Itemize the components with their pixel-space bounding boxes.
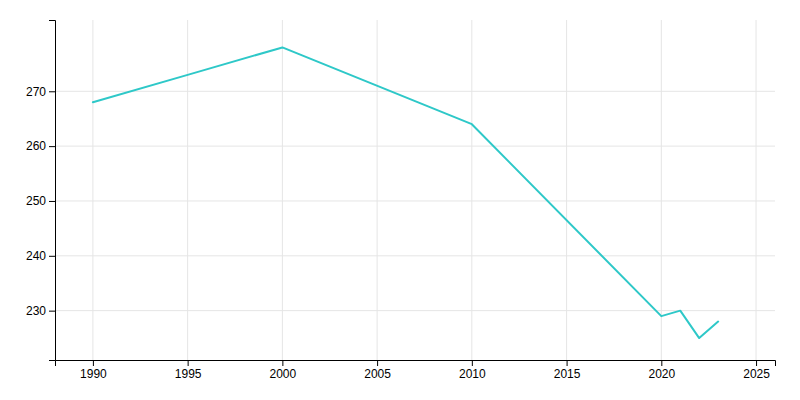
grid-line-x — [756, 20, 757, 360]
tick-label: 270 — [26, 85, 46, 99]
tick-mark — [188, 360, 189, 366]
axis-line — [56, 361, 776, 367]
tick-mark — [661, 360, 662, 366]
plot-area: 1990 1995 2000 2005 2010 2015 2020 2025 230 240 25… — [26, 20, 776, 381]
tick: 270 — [26, 85, 55, 99]
grid-line-y — [55, 310, 775, 311]
grid-line-y — [55, 91, 775, 92]
chart-container: 1990 1995 2000 2005 2010 2015 2020 2025 230 240 25… — [0, 0, 800, 400]
tick-label: 2015 — [554, 367, 581, 381]
tick: 2025 — [743, 360, 770, 381]
data-line — [93, 47, 718, 338]
grid-line-x — [661, 20, 662, 360]
grid-line-x — [377, 20, 378, 360]
tick-mark — [49, 256, 55, 257]
tick: 2005 — [364, 360, 391, 381]
tick: 260 — [26, 139, 55, 153]
tick-label: 2005 — [364, 367, 391, 381]
grid-line-x — [471, 20, 472, 360]
tick-mark — [93, 360, 94, 366]
grid-line-x — [282, 20, 283, 360]
tick-mark — [567, 360, 568, 366]
tick: 1990 — [80, 360, 107, 381]
tick-label: 2020 — [648, 367, 675, 381]
tick: 2000 — [270, 360, 297, 381]
tick-mark — [756, 360, 757, 366]
tick-label: 240 — [26, 249, 46, 263]
chart-svg: 1990 1995 2000 2005 2010 2015 2020 2025 230 240 25… — [0, 0, 800, 400]
axis-line — [49, 21, 56, 361]
tick: 230 — [26, 304, 55, 318]
tick-mark — [49, 201, 55, 202]
grid-line-y — [55, 200, 775, 201]
grid-line-x — [92, 20, 93, 360]
tick-mark — [282, 360, 283, 366]
grid-line-y — [55, 146, 775, 147]
marks — [93, 47, 718, 338]
tick-mark — [49, 91, 55, 92]
tick-mark — [472, 360, 473, 366]
tick: 2020 — [648, 360, 675, 381]
tick-label: 250 — [26, 194, 46, 208]
tick: 250 — [26, 194, 55, 208]
x-axis: 1990 1995 2000 2005 2010 2015 2020 2025 — [56, 360, 776, 381]
tick-mark — [49, 311, 55, 312]
grid — [55, 20, 775, 360]
tick-label: 2000 — [270, 367, 297, 381]
tick-label: 1990 — [80, 367, 107, 381]
grid-line-x — [566, 20, 567, 360]
grid-line-y — [55, 255, 775, 256]
grid-line-x — [187, 20, 188, 360]
tick: 240 — [26, 249, 55, 263]
tick-label: 260 — [26, 139, 46, 153]
tick-label: 230 — [26, 304, 46, 318]
y-axis: 230 240 250 260 270 — [26, 21, 56, 361]
tick: 2010 — [459, 360, 486, 381]
tick-label: 1995 — [175, 367, 202, 381]
tick-mark — [49, 146, 55, 147]
tick: 1995 — [175, 360, 202, 381]
tick-label: 2010 — [459, 367, 486, 381]
tick: 2015 — [554, 360, 581, 381]
tick-label: 2025 — [743, 367, 770, 381]
tick-mark — [377, 360, 378, 366]
